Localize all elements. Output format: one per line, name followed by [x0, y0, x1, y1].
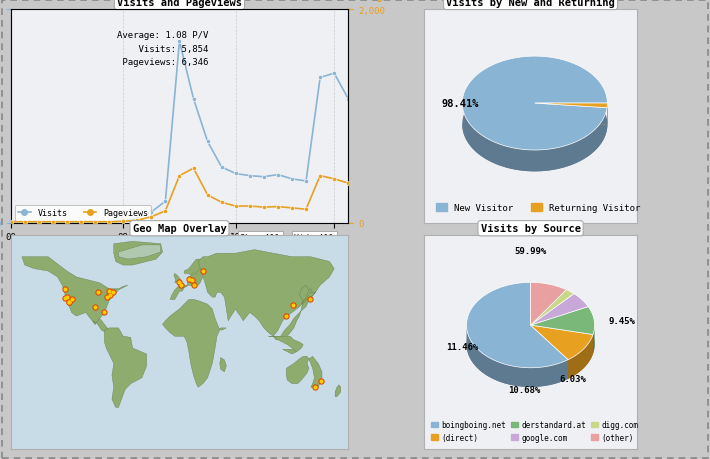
Text: Show All: Show All: [241, 234, 280, 242]
Polygon shape: [466, 326, 568, 387]
Title: Visits by Source: Visits by Source: [481, 224, 581, 234]
Polygon shape: [184, 257, 206, 275]
Text: 10.68%: 10.68%: [508, 385, 540, 394]
Polygon shape: [530, 309, 574, 345]
Polygon shape: [301, 289, 312, 304]
Polygon shape: [268, 336, 303, 352]
Polygon shape: [462, 57, 607, 151]
Polygon shape: [530, 307, 594, 335]
Text: 98.41%: 98.41%: [442, 99, 479, 109]
Polygon shape: [104, 328, 147, 408]
Polygon shape: [286, 357, 309, 384]
Text: Hide All: Hide All: [295, 234, 334, 242]
Polygon shape: [462, 78, 607, 172]
Polygon shape: [174, 274, 181, 283]
Polygon shape: [568, 335, 593, 379]
Polygon shape: [22, 257, 128, 325]
Text: 6.03%: 6.03%: [559, 374, 586, 383]
Polygon shape: [530, 302, 567, 345]
Polygon shape: [530, 313, 589, 345]
Title: Visits by New and Returning: Visits by New and Returning: [446, 0, 615, 8]
Legend: New Visitor, Returning Visitor: New Visitor, Returning Visitor: [432, 200, 645, 217]
Polygon shape: [466, 302, 568, 387]
Polygon shape: [309, 357, 322, 387]
Polygon shape: [114, 242, 163, 265]
Polygon shape: [170, 259, 207, 300]
Polygon shape: [93, 319, 109, 333]
Legend: boingboing.net, (direct), derstandard.at, google.com, digg.com, (other): boingboing.net, (direct), derstandard.at…: [427, 417, 642, 445]
Title: Geo Map Overlay: Geo Map Overlay: [133, 224, 226, 234]
Polygon shape: [530, 283, 567, 325]
Polygon shape: [593, 325, 594, 354]
Polygon shape: [466, 283, 568, 368]
Text: Average: 1.08 P/V
    Visits: 5,854
 Pageviews: 6,346: Average: 1.08 P/V Visits: 5,854 Pageview…: [117, 31, 208, 67]
Polygon shape: [535, 125, 607, 130]
Legend: Visits, Pageviews: Visits, Pageviews: [15, 206, 151, 221]
Polygon shape: [119, 246, 160, 259]
Polygon shape: [462, 104, 607, 172]
Polygon shape: [535, 104, 607, 108]
Polygon shape: [530, 294, 589, 325]
Polygon shape: [163, 300, 226, 387]
Polygon shape: [530, 345, 593, 379]
Text: 11.46%: 11.46%: [446, 342, 479, 351]
Polygon shape: [530, 325, 593, 360]
Polygon shape: [198, 250, 334, 340]
Polygon shape: [283, 349, 297, 354]
Text: Pageviews: Pageviews: [365, 0, 418, 1]
Text: Visits: Visits: [0, 0, 2, 1]
Polygon shape: [530, 326, 594, 354]
Polygon shape: [530, 290, 574, 325]
Text: 59.99%: 59.99%: [515, 246, 547, 255]
Text: 9.45%: 9.45%: [609, 317, 635, 325]
Polygon shape: [335, 385, 341, 397]
Title: Visits and Pageviews: Visits and Pageviews: [117, 0, 242, 8]
Polygon shape: [220, 358, 226, 372]
